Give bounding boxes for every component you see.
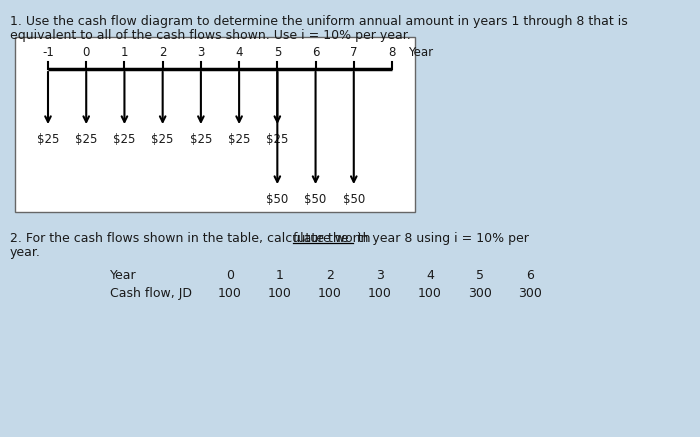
Text: 100: 100 bbox=[218, 287, 242, 300]
Text: 0: 0 bbox=[226, 269, 234, 282]
Text: 100: 100 bbox=[368, 287, 392, 300]
Text: Year: Year bbox=[408, 46, 433, 59]
Text: 2: 2 bbox=[326, 269, 334, 282]
Text: 6: 6 bbox=[526, 269, 534, 282]
FancyBboxPatch shape bbox=[15, 37, 415, 212]
Text: Year: Year bbox=[110, 269, 136, 282]
Text: 8: 8 bbox=[389, 46, 396, 59]
Text: 100: 100 bbox=[418, 287, 442, 300]
Text: 3: 3 bbox=[197, 46, 204, 59]
Text: 4: 4 bbox=[426, 269, 434, 282]
Text: $25: $25 bbox=[151, 133, 174, 146]
Text: $25: $25 bbox=[113, 133, 136, 146]
Text: equivalent to all of the cash flows shown. Use i = 10% per year.: equivalent to all of the cash flows show… bbox=[10, 29, 411, 42]
Text: $25: $25 bbox=[228, 133, 251, 146]
Text: 300: 300 bbox=[518, 287, 542, 300]
Text: $25: $25 bbox=[75, 133, 97, 146]
Text: 1. Use the cash flow diagram to determine the uniform annual amount in years 1 t: 1. Use the cash flow diagram to determin… bbox=[10, 15, 628, 28]
Text: 7: 7 bbox=[350, 46, 358, 59]
Text: Cash flow, JD: Cash flow, JD bbox=[110, 287, 192, 300]
Text: $25: $25 bbox=[190, 133, 212, 146]
Text: 300: 300 bbox=[468, 287, 492, 300]
Text: 100: 100 bbox=[318, 287, 342, 300]
Text: $25: $25 bbox=[266, 133, 288, 146]
Text: -1: -1 bbox=[42, 46, 54, 59]
Text: future worth: future worth bbox=[293, 232, 370, 245]
Text: 5: 5 bbox=[274, 46, 281, 59]
Text: $25: $25 bbox=[37, 133, 60, 146]
Text: 1: 1 bbox=[276, 269, 284, 282]
Text: $50: $50 bbox=[304, 193, 327, 206]
Text: $50: $50 bbox=[343, 193, 365, 206]
Text: 2: 2 bbox=[159, 46, 167, 59]
Text: 100: 100 bbox=[268, 287, 292, 300]
Text: in year 8 using i = 10% per: in year 8 using i = 10% per bbox=[354, 232, 529, 245]
Text: 0: 0 bbox=[83, 46, 90, 59]
Text: 4: 4 bbox=[235, 46, 243, 59]
Text: 5: 5 bbox=[476, 269, 484, 282]
Text: 1: 1 bbox=[120, 46, 128, 59]
Text: 2. For the cash flows shown in the table, calculate the: 2. For the cash flows shown in the table… bbox=[10, 232, 353, 245]
Text: $50: $50 bbox=[266, 193, 288, 206]
Text: 6: 6 bbox=[312, 46, 319, 59]
Text: 3: 3 bbox=[376, 269, 384, 282]
Text: year.: year. bbox=[10, 246, 41, 259]
